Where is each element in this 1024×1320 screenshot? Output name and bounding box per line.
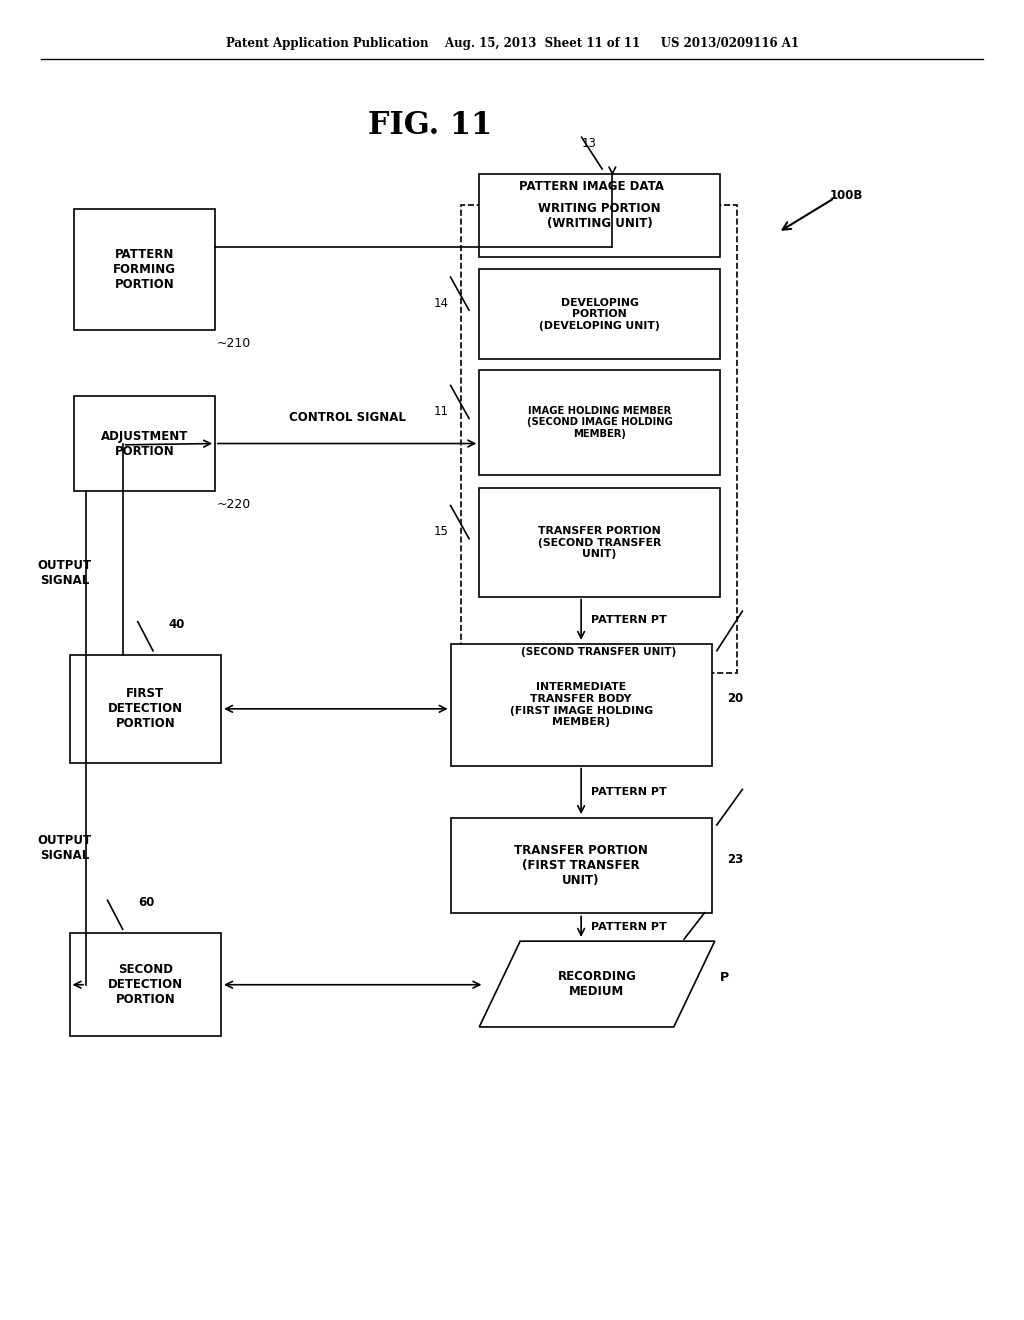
Text: Patent Application Publication    Aug. 15, 2013  Sheet 11 of 11     US 2013/0209: Patent Application Publication Aug. 15, … [225,37,799,50]
Text: ADJUSTMENT
PORTION: ADJUSTMENT PORTION [100,429,188,458]
Text: PATTERN IMAGE DATA: PATTERN IMAGE DATA [519,180,665,193]
FancyBboxPatch shape [479,488,720,597]
Text: (SECOND TRANSFER UNIT): (SECOND TRANSFER UNIT) [521,647,677,657]
Text: ~220: ~220 [217,498,251,511]
FancyBboxPatch shape [70,933,221,1036]
FancyBboxPatch shape [479,269,720,359]
FancyBboxPatch shape [74,396,215,491]
FancyBboxPatch shape [451,818,712,913]
Text: CONTROL SIGNAL: CONTROL SIGNAL [289,411,406,424]
FancyBboxPatch shape [461,205,737,673]
Text: RECORDING
MEDIUM: RECORDING MEDIUM [557,970,637,998]
Text: PATTERN PT: PATTERN PT [592,923,667,932]
Text: DEVELOPING
PORTION
(DEVELOPING UNIT): DEVELOPING PORTION (DEVELOPING UNIT) [540,297,659,331]
Text: P: P [720,972,729,983]
Text: 40: 40 [168,618,184,631]
Text: TRANSFER PORTION
(SECOND TRANSFER
UNIT): TRANSFER PORTION (SECOND TRANSFER UNIT) [538,525,662,560]
Text: PATTERN PT: PATTERN PT [592,615,667,626]
Text: PATTERN
FORMING
PORTION: PATTERN FORMING PORTION [113,248,176,290]
Text: PATTERN PT: PATTERN PT [592,787,667,797]
FancyBboxPatch shape [479,370,720,475]
Polygon shape [479,941,715,1027]
Text: WRITING PORTION
(WRITING UNIT): WRITING PORTION (WRITING UNIT) [539,202,660,230]
Text: 60: 60 [138,896,155,909]
Text: IMAGE HOLDING MEMBER
(SECOND IMAGE HOLDING
MEMBER): IMAGE HOLDING MEMBER (SECOND IMAGE HOLDI… [526,405,673,440]
Text: FIRST
DETECTION
PORTION: FIRST DETECTION PORTION [108,688,183,730]
Text: OUTPUT
SIGNAL: OUTPUT SIGNAL [38,834,91,862]
FancyBboxPatch shape [479,174,720,257]
Text: 14: 14 [433,297,449,310]
Text: 20: 20 [727,692,743,705]
Text: INTERMEDIATE
TRANSFER BODY
(FIRST IMAGE HOLDING
MEMBER): INTERMEDIATE TRANSFER BODY (FIRST IMAGE … [510,682,652,727]
Text: ~210: ~210 [217,337,251,350]
Text: 23: 23 [727,853,743,866]
Text: 11: 11 [433,405,449,418]
FancyBboxPatch shape [451,644,712,766]
Text: 13: 13 [582,137,597,150]
Text: FIG. 11: FIG. 11 [368,110,493,141]
FancyBboxPatch shape [70,655,221,763]
Text: 15: 15 [433,525,449,539]
Text: OUTPUT
SIGNAL: OUTPUT SIGNAL [38,558,91,587]
Text: TRANSFER PORTION
(FIRST TRANSFER
UNIT): TRANSFER PORTION (FIRST TRANSFER UNIT) [514,845,648,887]
Text: SECOND
DETECTION
PORTION: SECOND DETECTION PORTION [108,964,183,1006]
FancyBboxPatch shape [74,209,215,330]
Text: 100B: 100B [829,189,863,202]
